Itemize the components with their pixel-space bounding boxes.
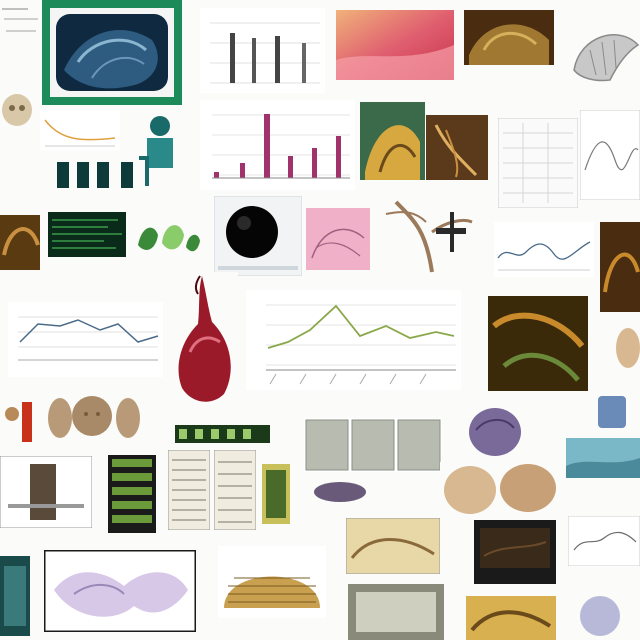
tile-spreadsheet-screen	[498, 118, 578, 208]
tile-tan-sculptures	[440, 462, 560, 518]
tile-skull-illustration	[0, 88, 35, 133]
tile-right-beige-sketch	[608, 322, 640, 377]
tile-orange-root-artwork	[426, 115, 488, 180]
tile-gray-bar-plot	[200, 8, 325, 93]
tile-bottom-gold-photo	[466, 596, 556, 640]
tile-ribbed-wooden-dome	[218, 546, 326, 618]
tile-orange-specimen-photo	[488, 296, 588, 391]
tile-red-pink-gradient	[336, 10, 454, 80]
tile-lavender-sculpture	[44, 550, 196, 632]
tile-green-line-chart	[246, 290, 461, 390]
tile-gray-panels	[304, 418, 442, 472]
tile-carved-heads	[44, 394, 144, 442]
tile-red-fig-fruit	[172, 272, 238, 410]
tile-bottom-lilac-shell	[576, 588, 640, 640]
tile-dark-screen	[474, 520, 556, 584]
tile-bottom-device	[348, 584, 444, 640]
tile-striped-document-left	[168, 450, 210, 530]
tile-green-striped-screen	[175, 425, 270, 443]
tile-beige-stone-photo	[346, 518, 440, 574]
tile-right-gold-relic	[600, 222, 640, 312]
tile-purple-ovoid	[466, 404, 524, 460]
tile-dark-teal-bars	[55, 160, 145, 190]
tile-magenta-bar-chart	[200, 100, 355, 190]
tile-top-left-text-fragment	[0, 0, 40, 42]
tile-green-black-grid	[108, 455, 156, 533]
tile-right-chart-fragment	[580, 110, 640, 200]
tile-pink-sketch	[306, 208, 370, 270]
tile-green-terminal	[48, 212, 126, 257]
tile-blue-jar	[594, 392, 630, 432]
tile-red-book-figure	[0, 396, 34, 446]
tile-teal-strip	[566, 438, 640, 478]
tile-left-teal-photo	[0, 556, 30, 636]
tile-dark-sphere	[214, 196, 302, 276]
tile-blue-gray-line-chart	[8, 302, 163, 377]
tile-green-leaves	[134, 215, 204, 260]
tile-striped-document-right	[214, 450, 256, 530]
tile-yellow-green-panel	[262, 464, 290, 524]
tile-left-gold-relic	[0, 215, 40, 270]
tile-blue-wave-chart	[494, 222, 594, 277]
tile-purple-blob	[308, 480, 368, 504]
tile-gray-shell-sketch	[570, 20, 640, 90]
tile-brown-relic-photo	[464, 10, 554, 65]
tile-orange-line-fragment	[40, 110, 120, 150]
tile-green-framed-blue-sculpture	[42, 0, 182, 105]
tile-small-chart-fragment	[568, 516, 640, 566]
tile-golden-teal-artwork	[360, 102, 425, 180]
tile-figurine-frame	[0, 456, 92, 528]
tile-root-specimen	[376, 192, 476, 277]
